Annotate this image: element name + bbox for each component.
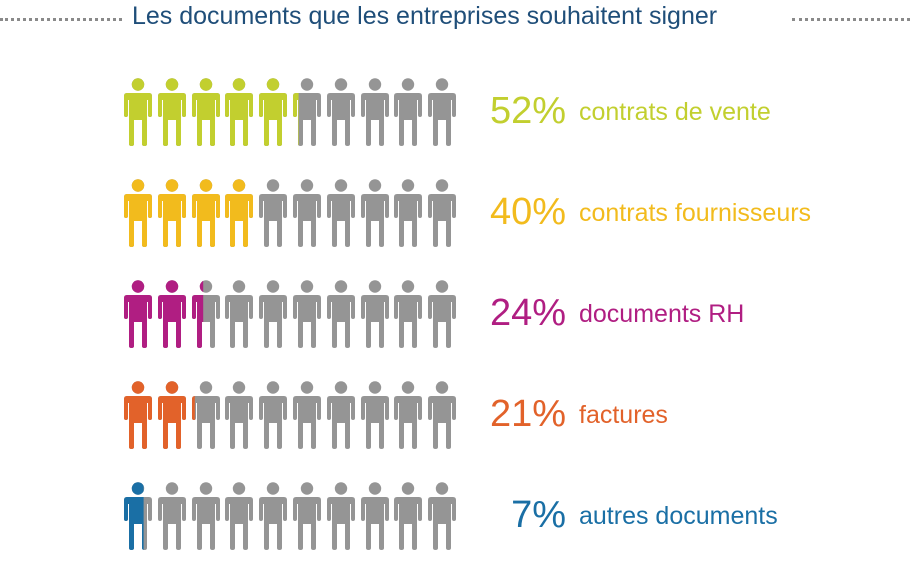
person-icon xyxy=(394,482,423,550)
person-icon xyxy=(225,78,254,146)
category-label: factures xyxy=(579,401,668,429)
chart-row: 52% contrats de vente xyxy=(0,72,912,162)
person-icon xyxy=(259,78,288,146)
chart-title: Les documents que les entreprises souhai… xyxy=(132,2,718,30)
person-icon xyxy=(293,280,321,348)
person-icon xyxy=(293,381,321,449)
person-icon xyxy=(157,78,186,146)
person-icon xyxy=(259,179,288,247)
person-icon xyxy=(124,78,152,146)
person-icon xyxy=(293,179,321,247)
person-icon xyxy=(259,280,288,348)
person-icon xyxy=(191,381,220,449)
person-icon xyxy=(191,179,220,247)
person-icon xyxy=(394,78,423,146)
person-icon xyxy=(293,482,321,550)
percent-value: 24% xyxy=(489,292,566,334)
person-icon-group xyxy=(124,280,466,350)
person-icon xyxy=(259,381,288,449)
person-icon xyxy=(191,78,220,146)
person-icon xyxy=(394,280,423,348)
category-label: contrats de vente xyxy=(579,98,771,126)
title-dotted-rule-right xyxy=(792,18,910,21)
person-icon xyxy=(326,78,355,146)
person-icon xyxy=(157,482,186,550)
percent-value: 7% xyxy=(511,494,566,536)
person-icon xyxy=(360,78,389,146)
chart-row: 40% contrats fournisseurs xyxy=(0,173,912,263)
person-icon xyxy=(259,482,288,550)
person-icon xyxy=(124,381,152,449)
person-icon xyxy=(191,482,220,550)
percent-value: 40% xyxy=(489,191,566,233)
percent-value: 52% xyxy=(489,90,566,132)
person-icon-group xyxy=(124,179,466,249)
person-icon xyxy=(394,179,423,247)
category-label: autres documents xyxy=(579,502,778,530)
person-icon xyxy=(225,280,254,348)
person-icon xyxy=(225,482,254,550)
person-icon xyxy=(360,179,389,247)
person-icon xyxy=(124,482,152,550)
person-icon-group xyxy=(124,381,466,451)
person-icon xyxy=(124,179,152,247)
person-icon xyxy=(326,179,355,247)
category-label: documents RH xyxy=(579,300,745,328)
person-icon xyxy=(124,280,152,348)
person-icon-group xyxy=(124,78,466,148)
person-icon xyxy=(360,280,389,348)
person-icon xyxy=(225,381,254,449)
person-icon xyxy=(326,381,355,449)
person-icon xyxy=(428,179,457,247)
chart-row: 7% autres documents xyxy=(0,476,912,566)
person-icon xyxy=(394,381,423,449)
person-icon xyxy=(428,280,457,348)
person-icon xyxy=(157,179,186,247)
category-label: contrats fournisseurs xyxy=(579,199,812,227)
chart-title-row: Les documents que les entreprises souhai… xyxy=(0,0,912,40)
person-icon-group xyxy=(124,482,466,552)
person-icon xyxy=(326,280,355,348)
chart-row: 24% documents RH xyxy=(0,274,912,364)
person-icon xyxy=(428,482,457,550)
person-icon xyxy=(225,179,254,247)
percent-value: 21% xyxy=(489,393,566,435)
person-icon xyxy=(360,482,389,550)
person-icon xyxy=(157,280,186,348)
person-icon xyxy=(326,482,355,550)
person-icon xyxy=(191,280,220,348)
chart-row: 21% factures xyxy=(0,375,912,465)
person-icon xyxy=(293,78,321,146)
person-icon xyxy=(360,381,389,449)
title-dotted-rule-left xyxy=(0,18,122,21)
person-icon xyxy=(428,381,457,449)
person-icon xyxy=(157,381,186,449)
person-icon xyxy=(428,78,457,146)
